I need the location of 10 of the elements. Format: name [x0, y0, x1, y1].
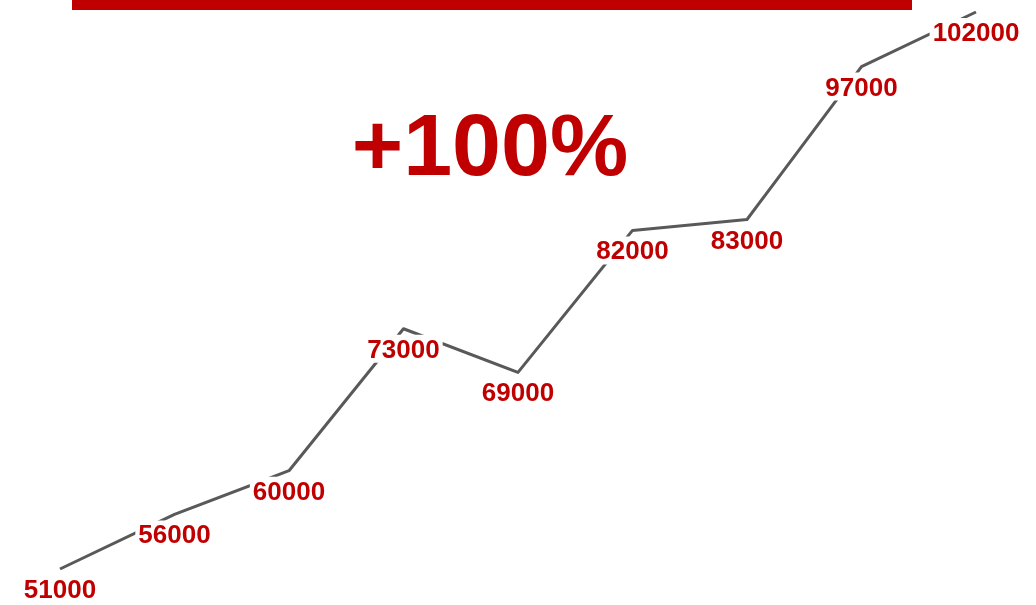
data-label: 51000: [23, 574, 97, 604]
data-label: 73000: [367, 333, 440, 364]
annotation: +100%: [351, 94, 629, 196]
data-label: 82000: [596, 235, 669, 266]
data-label: 83000: [710, 224, 784, 255]
data-label: 56000: [138, 519, 211, 550]
data-label: 60000: [252, 475, 326, 506]
data-label: 102000: [932, 17, 1020, 47]
data-label: 97000: [825, 71, 898, 102]
data-label: 69000: [481, 377, 555, 408]
